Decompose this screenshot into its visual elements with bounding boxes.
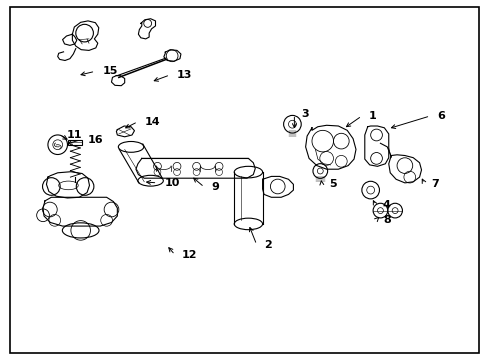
- Text: 11: 11: [66, 130, 82, 140]
- Text: 10: 10: [164, 178, 180, 188]
- Text: 15: 15: [102, 66, 118, 76]
- Text: 9: 9: [211, 182, 219, 192]
- Text: 7: 7: [430, 179, 438, 189]
- Text: 2: 2: [263, 240, 271, 250]
- Text: 8: 8: [383, 215, 390, 225]
- Text: 12: 12: [182, 250, 197, 260]
- Text: 3: 3: [301, 109, 308, 120]
- Text: 4: 4: [382, 200, 389, 210]
- Text: 5: 5: [328, 179, 336, 189]
- Text: 14: 14: [144, 117, 160, 127]
- Text: 1: 1: [368, 111, 376, 121]
- Bar: [68, 140, 82, 145]
- Text: 16: 16: [87, 135, 103, 145]
- Text: 6: 6: [436, 111, 444, 121]
- Text: 13: 13: [177, 70, 192, 80]
